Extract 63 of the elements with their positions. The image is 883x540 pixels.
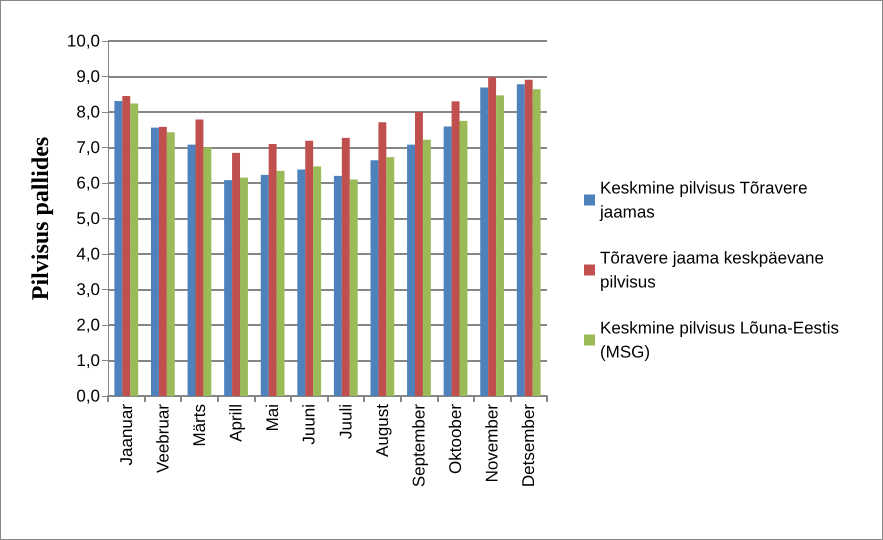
bar (370, 160, 378, 396)
x-tick-label: Juuni (300, 404, 319, 445)
bar (150, 128, 159, 396)
bar (240, 178, 248, 396)
bar (516, 84, 525, 396)
bar (188, 144, 196, 396)
legend-label: Keskmine pilvisus Tõravere jaamas (599, 178, 812, 222)
x-tick-label: Jaanuar (116, 404, 136, 466)
y-tick-label: 1,0 (76, 351, 100, 370)
bar (130, 103, 138, 396)
bar (460, 120, 468, 396)
bar (407, 144, 415, 396)
bar (195, 119, 204, 396)
y-tick-label: 7,0 (76, 138, 100, 157)
y-tick-label: 10,0 (66, 32, 100, 50)
bar (378, 122, 386, 396)
bar (422, 140, 431, 396)
bar (342, 138, 350, 396)
bar (203, 148, 212, 396)
bar (386, 157, 394, 396)
legend-label: Keskmine pilvisus Lõuna-Eestis (MSG) (600, 318, 844, 362)
y-tick-label: 5,0 (76, 209, 100, 228)
x-tick-label: Märts (190, 404, 209, 446)
bar (260, 174, 269, 396)
x-tick-label: Aprill (226, 404, 246, 442)
bar (444, 126, 452, 396)
bar (350, 179, 358, 396)
x-tick-label: Mai (263, 404, 282, 432)
bar (488, 77, 496, 396)
bar (158, 126, 167, 396)
y-axis-title: Pilvisus pallides (28, 136, 54, 300)
bar (232, 152, 240, 396)
legend-label: Tõravere jaama keskpäevane pilvisus (600, 248, 829, 292)
bar (268, 144, 277, 396)
y-tick-label: 2,0 (76, 316, 100, 334)
x-tick-label: Detsember (519, 404, 538, 488)
x-tick-label: Oktoober (446, 404, 466, 474)
x-tick-label: Veebruar (153, 404, 172, 473)
bar (122, 96, 130, 396)
bar (297, 170, 306, 396)
bar (276, 170, 285, 396)
x-tick-label: September (409, 404, 428, 488)
x-tick-label: August (372, 404, 392, 457)
bar (114, 100, 122, 396)
bar (480, 88, 488, 396)
bar (305, 140, 314, 396)
y-tick-label: 4,0 (76, 244, 100, 264)
bar (334, 176, 342, 396)
bar (224, 180, 232, 396)
x-tick-label: November (482, 404, 502, 482)
bar (313, 166, 322, 396)
y-tick-label: 8,0 (76, 102, 100, 122)
bar (414, 112, 423, 396)
bar (496, 95, 504, 396)
y-tick-label: 6,0 (76, 174, 100, 192)
bar (524, 80, 533, 396)
bar (452, 101, 460, 396)
y-tick-label: 0,0 (76, 386, 100, 406)
bar (166, 132, 175, 396)
y-tick-label: 9,0 (76, 67, 100, 86)
y-tick-label: 3,0 (76, 280, 100, 299)
x-tick-label: Juuli (336, 404, 356, 439)
bar (532, 89, 541, 396)
